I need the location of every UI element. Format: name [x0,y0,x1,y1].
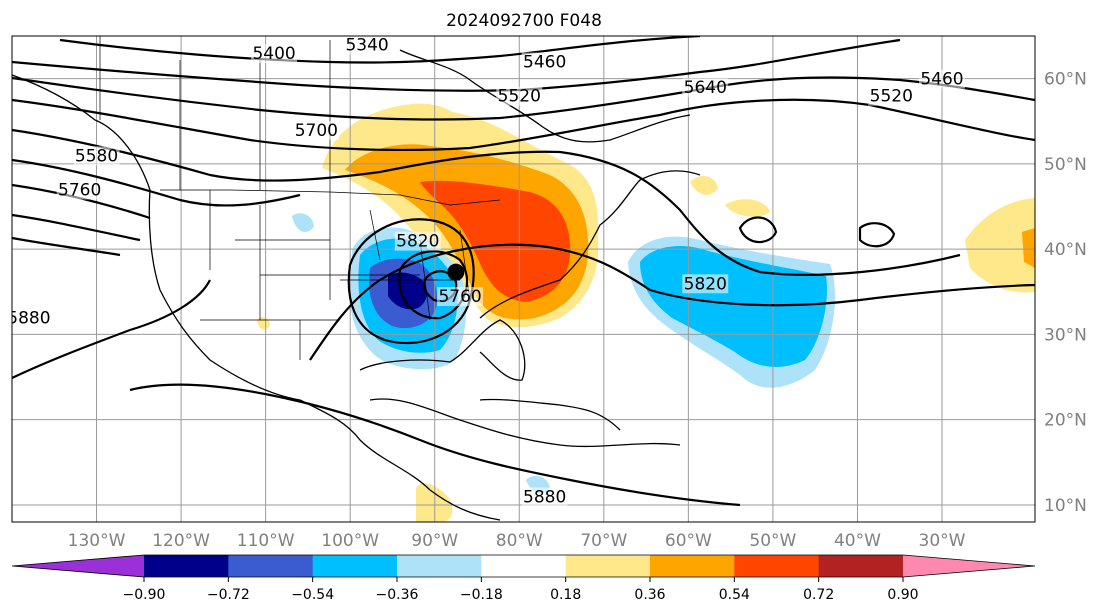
longitude-label: 50°W [749,531,796,551]
coastlines [12,49,701,521]
colorbar-tick-label: 0.72 [803,587,834,603]
longitude-label: 110°W [237,531,295,551]
colorbar-tick-label: 0.90 [887,587,918,603]
latitude-label: 20°N [1044,411,1087,431]
latitude-label: 50°N [1044,155,1087,175]
contour-label: 5520 [498,87,541,107]
colorbar-segment [734,555,820,577]
contour-label-halo [682,274,729,294]
colorbar-tick-label: −0.18 [460,587,503,603]
colorbar-tick-label: 0.36 [634,587,665,603]
contour-label: 5760 [438,287,481,307]
figure-title: 2024092700 F048 [446,11,602,31]
longitude-label: 70°W [580,531,627,551]
positive-anomaly-light-sa [416,483,453,522]
longitude-label: 100°W [321,531,379,551]
latitude-label: 60°N [1044,70,1087,90]
colorbar-tick-label: 0.54 [719,587,750,603]
positive-anomaly-small-texas [257,317,270,330]
positive-anomaly-light-atl2 [725,199,770,217]
colorbar: −0.90 −0.72 −0.54 −0.36 −0.18 0.18 0.36 0.54 0.7… [11,554,1036,603]
contour-label: 5820 [684,274,727,294]
anomaly-shading [257,103,1035,522]
contour-label: 5520 [870,87,913,107]
longitude-label: 90°W [411,531,458,551]
contour-label-halo [919,69,965,89]
colorbar-segment [228,555,314,577]
contour-label: 5700 [295,121,338,141]
contour-label: 5760 [58,180,101,200]
colorbar-tick-label: −0.54 [291,587,334,603]
longitude-label: 40°W [834,531,881,551]
positive-anomaly-red [420,180,571,302]
contour-label-halo [868,86,915,106]
colorbar-extend-low [12,555,144,577]
colorbar-segment [818,555,904,577]
latitude-label: 30°N [1044,325,1087,345]
contour-label-halo [437,287,484,307]
contour-label-halo [293,120,340,140]
colorbar-tick-label: −0.72 [207,587,250,603]
contour-label: 5460 [920,70,963,90]
colorbar-extend-high [903,555,1035,577]
negative-anomaly-core [388,272,427,310]
colorbar-tick-label: −0.36 [376,587,419,603]
longitude-label: 80°W [496,531,543,551]
contour-label: 5880 [7,308,50,328]
contour-labels: 5400 5340 5460 5520 5640 5460 5520 5580 5700 5760… [7,36,965,507]
latitude-labels: 60°N 50°N 40°N 30°N 20°N 10°N [1044,70,1087,516]
low-center-marker [447,263,465,281]
positive-anomaly-orange-east [1022,228,1035,268]
contour-label-halo [521,52,568,72]
colorbar-segment [397,555,482,577]
colorbar-segment [481,555,567,577]
latitude-label: 10°N [1044,496,1087,516]
contour-label-halo [496,86,543,106]
contour-label: 5460 [523,53,566,73]
colorbar-segment [565,555,651,577]
longitude-label: 120°W [152,531,210,551]
positive-anomaly-light-newfoundland [690,176,718,195]
contour-label: 5640 [684,78,727,98]
longitude-labels: 130°W 120°W 110°W 100°W 90°W 80°W 70°W 60°W 50°W… [68,531,966,551]
contour-label-halo [73,146,120,166]
longitude-label: 30°W [919,531,966,551]
map-panel: 5400 5340 5460 5520 5640 5460 5520 5580 5700 5760… [7,36,1035,522]
height-contours [12,36,1035,507]
map-frame [11,35,1036,523]
contour-label: 5820 [396,232,439,252]
colorbar-tick-label: −0.90 [123,587,166,603]
longitude-label: 60°W [665,531,712,551]
contour-label-halo [56,180,103,200]
contour-label-halo [394,231,441,251]
contour-label: 5880 [523,487,566,507]
contour-label: 5340 [345,36,388,56]
colorbar-segment [650,555,735,577]
contour-label: 5580 [75,146,118,166]
longitude-label: 130°W [68,531,126,551]
colorbar-tick-label: 0.18 [550,587,581,603]
positive-anomaly-light-east [965,198,1035,293]
contour-label-halo [682,78,729,98]
contour-label-halo [12,308,52,328]
latitude-label: 40°N [1044,240,1087,260]
contour-label-halo [344,36,391,55]
colorbar-segment [144,555,229,577]
colorbar-segment [312,555,398,577]
contour-label-halo [521,487,568,507]
contour-label-halo [251,44,298,64]
contour-label: 5400 [252,44,295,64]
negative-anomaly-small-plains [292,213,314,232]
